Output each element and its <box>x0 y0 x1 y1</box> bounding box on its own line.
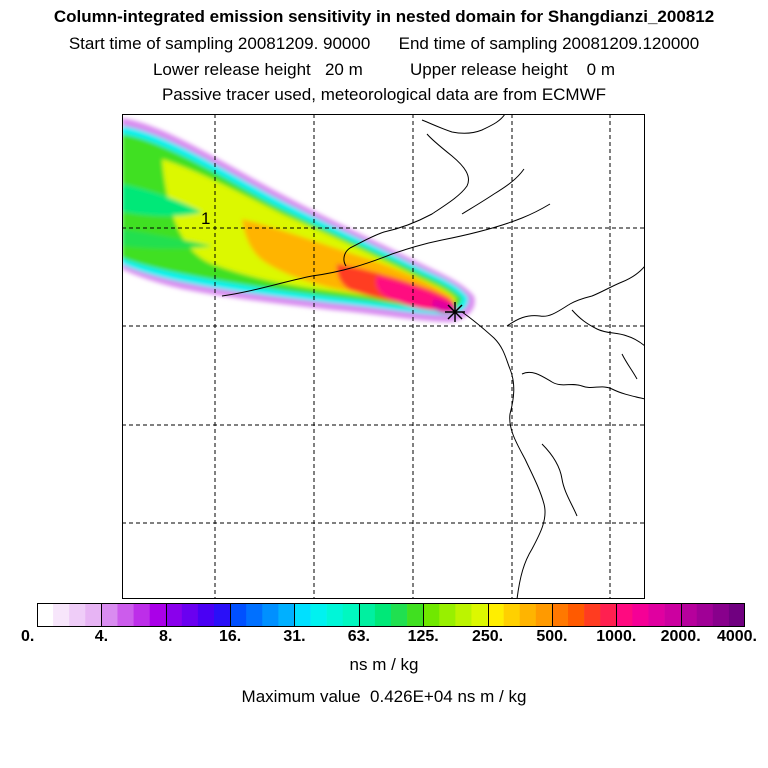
colorbar-cell <box>471 603 488 627</box>
colorbar-cell <box>728 603 745 627</box>
colorbar-cell <box>439 603 456 627</box>
colorbar-cell <box>101 603 118 627</box>
colorbar-tick-label: 16. <box>218 628 242 645</box>
colorbar-cell <box>278 603 295 627</box>
colorbar-cell <box>568 603 585 627</box>
sensitivity-plume <box>122 118 475 322</box>
colorbar-tick-label: 8. <box>159 628 173 645</box>
sensitivity-map: 1 <box>122 114 645 599</box>
colorbar <box>37 603 745 627</box>
colorbar-tick-labels: 0. 4. 8. 16. 31. 63. 125. 250. 500. 1000. 2000. 400… <box>0 628 768 650</box>
tracer-info-line: Passive tracer used, meteorological data… <box>161 85 607 104</box>
colorbar-cell <box>503 603 521 627</box>
plume-band-green-west <box>122 184 202 217</box>
colorbar-cell <box>616 603 633 627</box>
colorbar-units: ns m / kg <box>349 655 419 674</box>
colorbar-cell <box>696 603 714 627</box>
colorbar-cell <box>519 603 537 627</box>
release-height-line: Lower release height 20 m Upper release … <box>152 60 616 79</box>
colorbar-cell <box>149 603 167 627</box>
receptor-star-icon <box>445 302 465 322</box>
colorbar-tick-label: 2000. <box>660 628 701 645</box>
colorbar-tick-label: 1000. <box>596 628 637 645</box>
colorbar-cell <box>584 603 601 627</box>
colorbar-cell <box>455 603 472 627</box>
colorbar-cell <box>358 603 376 627</box>
map-frame <box>122 114 645 599</box>
colorbar-cell <box>294 603 311 627</box>
colorbar-cell <box>197 603 215 627</box>
colorbar-cell <box>214 603 231 627</box>
plot-title: Column-integrated emission sensitivity i… <box>53 7 715 26</box>
colorbar-cell <box>535 603 553 627</box>
colorbar-cell <box>632 603 649 627</box>
colorbar-cell <box>374 603 392 627</box>
contour-label: 1 <box>201 209 210 228</box>
colorbar-cell <box>407 603 424 627</box>
colorbar-tick-label: 4000. <box>716 628 758 645</box>
colorbar-frame <box>37 603 745 627</box>
colorbar-cell <box>85 603 102 627</box>
colorbar-cell <box>326 603 344 627</box>
colorbar-cell <box>664 603 681 627</box>
plume-band-green-west2 <box>122 229 212 249</box>
colorbar-tick-label: 31. <box>283 628 306 645</box>
colorbar-tick-label: 63. <box>347 628 370 645</box>
colorbar-cell <box>53 603 70 627</box>
lat-lon-grid <box>122 114 645 599</box>
colorbar-tick-label: 4. <box>94 628 109 645</box>
colorbar-tick-label: 250. <box>471 628 504 645</box>
colorbar-cell <box>69 603 86 627</box>
colorbar-cell <box>712 603 730 627</box>
colorbar-tick-label: 125. <box>407 628 439 645</box>
colorbar-cell <box>230 603 247 627</box>
colorbar-cell <box>246 603 263 627</box>
colorbar-cell <box>262 603 279 627</box>
colorbar-tick-label: 0. <box>21 628 35 645</box>
colorbar-cell <box>680 603 698 627</box>
sampling-time-line: Start time of sampling 20081209. 90000 E… <box>68 34 700 53</box>
colorbar-cell <box>648 603 665 627</box>
colorbar-cell <box>391 603 408 627</box>
colorbar-cell <box>310 603 327 627</box>
colorbar-cell <box>165 603 183 627</box>
coastline-borders <box>221 114 645 599</box>
maximum-value-text: Maximum value 0.426E+04 ns m / kg <box>241 687 527 706</box>
colorbar-cell <box>117 603 134 627</box>
colorbar-cell <box>181 603 199 627</box>
colorbar-cell <box>600 603 617 627</box>
colorbar-cell <box>551 603 569 627</box>
colorbar-cell <box>342 603 360 627</box>
plume-band-core <box>432 299 458 314</box>
colorbar-cell <box>487 603 504 627</box>
colorbar-cell <box>37 603 54 627</box>
colorbar-cell <box>133 603 150 627</box>
colorbar-cell <box>423 603 440 627</box>
colorbar-tick-label: 500. <box>536 628 568 645</box>
